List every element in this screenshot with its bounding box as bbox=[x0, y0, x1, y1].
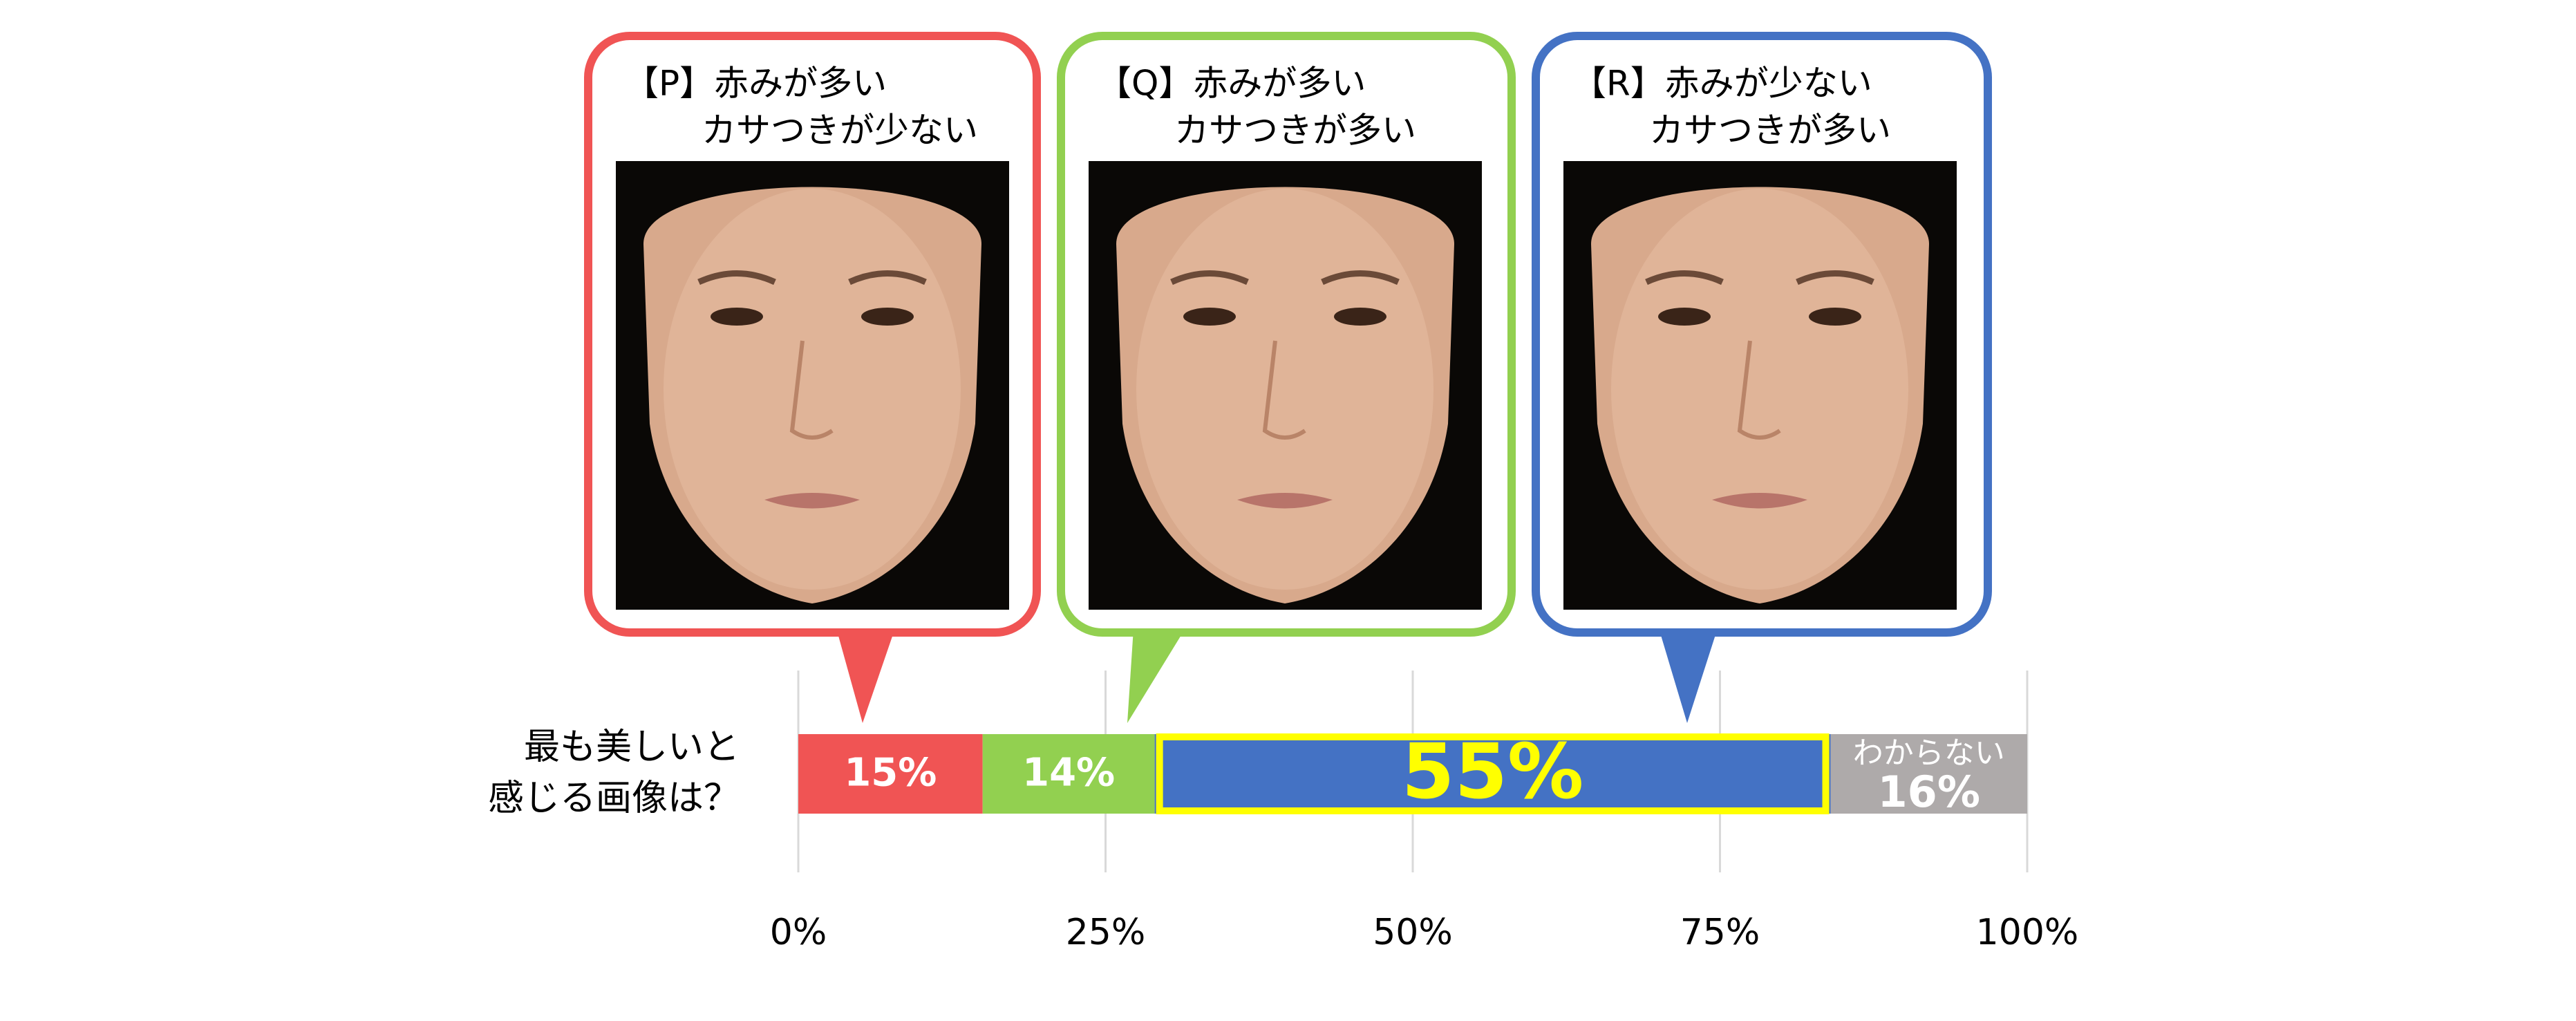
x-tick-label: 75% bbox=[1680, 912, 1760, 953]
callout-text: 【P】赤みが多い bbox=[624, 64, 887, 104]
face-photo bbox=[1563, 161, 1957, 610]
value-label: 55% bbox=[1402, 727, 1583, 816]
bar-segment bbox=[798, 734, 983, 814]
x-tick-label: 50% bbox=[1373, 912, 1453, 953]
callout-pointer bbox=[1659, 628, 1718, 723]
callout-pointer bbox=[836, 628, 895, 723]
x-tick-label: 25% bbox=[1066, 912, 1146, 953]
value-label: 14% bbox=[1022, 751, 1115, 796]
highlight-frame bbox=[1156, 733, 1830, 814]
category-label: 最も美しいと bbox=[524, 727, 740, 768]
bar-segment bbox=[982, 734, 1155, 814]
value-label: 16% bbox=[1878, 767, 1980, 817]
face-photo bbox=[616, 161, 1009, 610]
value-label: 15% bbox=[844, 751, 937, 796]
x-tick-label: 100% bbox=[1976, 912, 2079, 953]
callout-text: カサつきが少ない bbox=[702, 111, 978, 151]
bar-segment bbox=[1154, 734, 1831, 814]
category-label: 感じる画像は？ bbox=[488, 778, 740, 819]
callout-text: 【R】赤みが少ない bbox=[1572, 64, 1872, 104]
callout-pointer bbox=[1127, 628, 1185, 723]
callout-text: カサつきが多い bbox=[1174, 111, 1416, 151]
bar-segment bbox=[1830, 734, 2027, 814]
segment-name: わからない bbox=[1853, 736, 2005, 771]
callout-text: カサつきが多い bbox=[1649, 111, 1891, 151]
face-photo bbox=[1089, 161, 1482, 610]
x-tick-label: 0% bbox=[770, 912, 827, 953]
callout-text: 【Q】赤みが多い bbox=[1097, 64, 1366, 104]
